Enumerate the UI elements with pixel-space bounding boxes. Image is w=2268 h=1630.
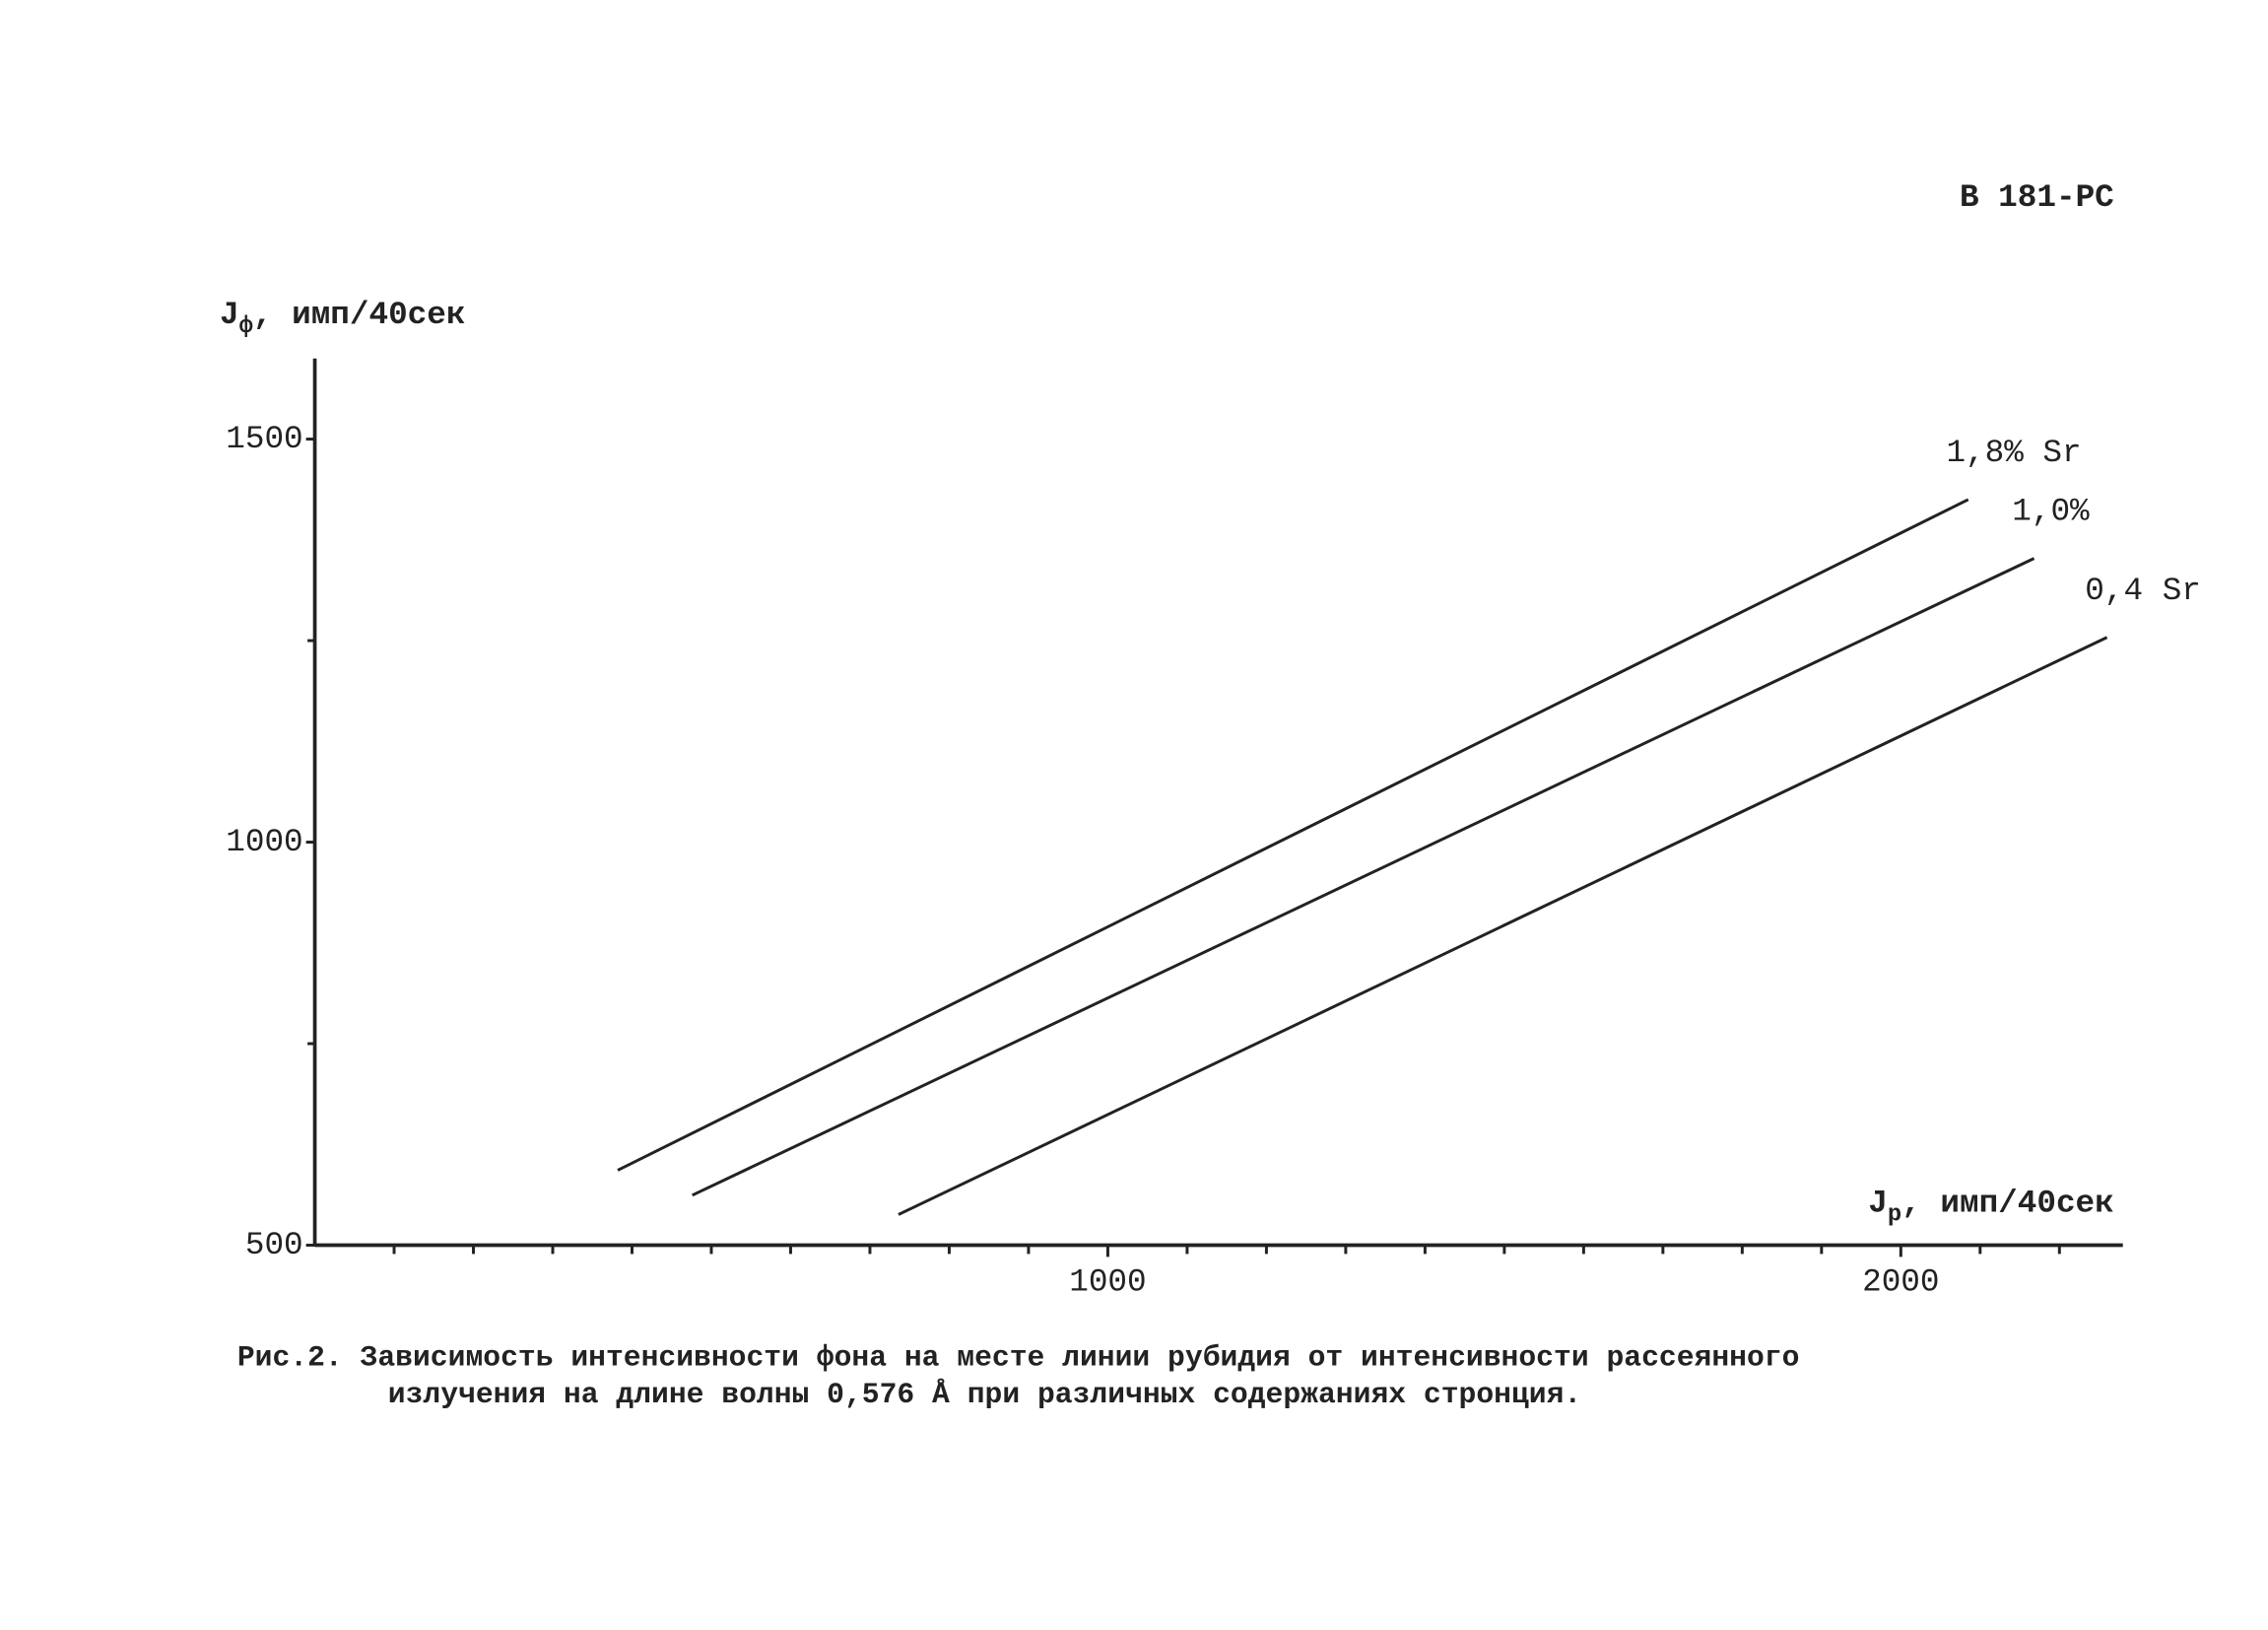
y-tick-label: 500: [245, 1227, 303, 1263]
y-label-unit: , имп/40сек: [253, 297, 466, 333]
caption-line: Рис.2. Зависимость интенсивности фона на…: [237, 1341, 1800, 1375]
y-axis-label: Jф, имп/40сек: [220, 297, 465, 341]
caption-line: излучения на длине волны 0,576 Å при раз…: [388, 1378, 1581, 1411]
y-tick-label: 1000: [226, 824, 302, 860]
data-line: [898, 636, 2108, 1216]
y-label-main: J: [220, 297, 239, 333]
x-label-main: J: [1868, 1185, 1888, 1221]
x-axis-label: Jр, имп/40сек: [1868, 1185, 2113, 1229]
x-tick-label: 2000: [1862, 1263, 1939, 1300]
doc-code: В 181-РС: [1960, 179, 2114, 216]
x-label-sub: р: [1888, 1202, 1901, 1229]
line-label: 1,0%: [2012, 494, 2090, 530]
data-line: [692, 557, 2035, 1197]
x-label-unit: , имп/40сек: [1901, 1185, 2114, 1221]
y-tick-label: 1500: [226, 421, 302, 457]
x-tick-label: 1000: [1069, 1263, 1146, 1300]
line-label: 0,4 Sr: [2085, 573, 2201, 609]
data-line: [617, 498, 1969, 1172]
line-label: 1,8% Sr: [1946, 435, 2081, 471]
y-label-sub: ф: [239, 313, 253, 340]
